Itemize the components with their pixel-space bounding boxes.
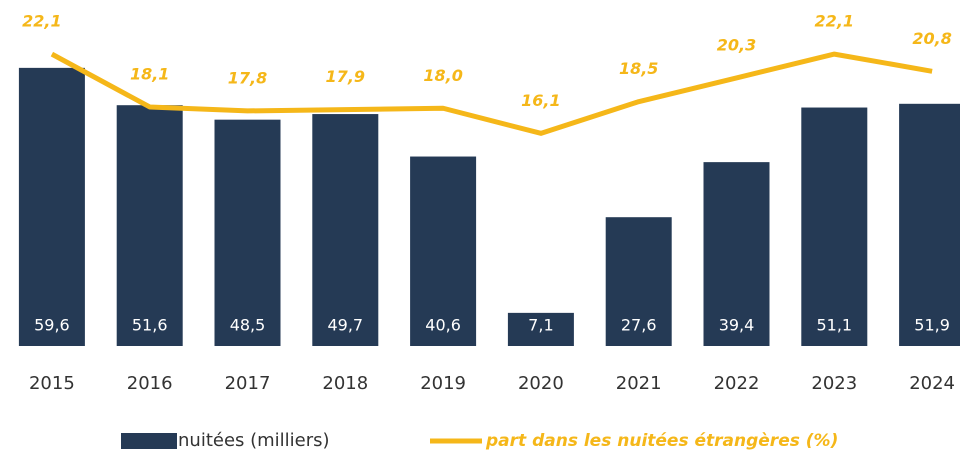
bar-label: 27,6 <box>621 316 657 335</box>
bar <box>116 105 183 346</box>
line-label: 20,3 <box>717 35 756 54</box>
bar-label: 49,7 <box>327 316 363 335</box>
line-label: 16,1 <box>521 91 560 110</box>
bar <box>312 114 379 346</box>
legend-label: nuitées (milliers) <box>178 430 330 451</box>
x-tick-label: 2015 <box>29 373 75 394</box>
line-label: 18,1 <box>130 64 169 83</box>
x-tick-label: 2019 <box>420 373 466 394</box>
legend-label: part dans les nuitées étrangères (%) <box>485 431 838 451</box>
bar-label: 39,4 <box>719 316 755 335</box>
bar-label: 7,1 <box>528 316 553 335</box>
bar-label: 59,6 <box>34 316 70 335</box>
legend-swatch <box>121 433 177 449</box>
line-label: 22,1 <box>815 12 854 31</box>
bar-label: 51,9 <box>914 316 950 335</box>
bar <box>214 119 281 347</box>
line-label: 18,5 <box>619 59 658 78</box>
x-tick-label: 2016 <box>127 373 173 394</box>
bar-label: 40,6 <box>425 316 461 335</box>
line-label: 18,0 <box>423 66 462 85</box>
bar <box>801 107 868 347</box>
bar <box>410 156 477 346</box>
bar <box>899 103 960 346</box>
bar <box>605 217 672 346</box>
line <box>50 51 933 136</box>
line-label: 22,1 <box>22 12 61 31</box>
line-label: 17,9 <box>326 67 365 86</box>
x-tick-label: 2023 <box>811 373 857 394</box>
x-tick-label: 2017 <box>225 373 271 394</box>
line-label: 17,8 <box>228 68 267 87</box>
x-tick-label: 2024 <box>909 373 955 394</box>
bar-label: 48,5 <box>230 316 266 335</box>
x-tick-label: 2020 <box>518 373 564 394</box>
bar-label: 51,6 <box>132 316 168 335</box>
bar-label: 51,1 <box>816 316 852 335</box>
bar <box>703 162 770 346</box>
line-label: 20,8 <box>912 29 951 48</box>
bar <box>18 67 85 346</box>
x-tick-label: 2018 <box>322 373 368 394</box>
bar <box>507 312 574 346</box>
x-tick-label: 2022 <box>714 373 760 394</box>
x-tick-label: 2021 <box>616 373 662 394</box>
